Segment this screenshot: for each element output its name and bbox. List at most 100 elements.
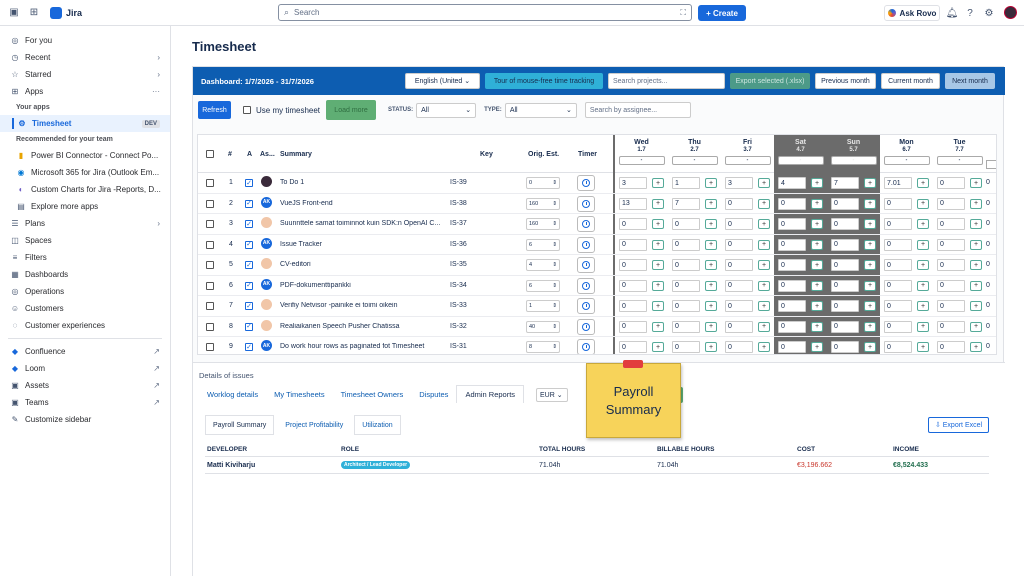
timer-button[interactable] xyxy=(577,298,595,314)
hours-input[interactable]: 0 xyxy=(884,218,912,230)
search-projects-input[interactable]: Search projects... xyxy=(608,73,725,89)
hours-input[interactable]: 13 xyxy=(619,197,647,210)
add-hours-button[interactable]: + xyxy=(705,198,717,209)
more-icon[interactable]: ··· xyxy=(152,87,160,96)
add-hours-button[interactable]: + xyxy=(970,178,982,188)
hours-input[interactable]: 0 xyxy=(884,279,912,292)
add-hours-button[interactable]: + xyxy=(705,260,717,270)
add-hours-button[interactable]: + xyxy=(705,321,717,332)
table-row[interactable]: 7 ✓ Verifiy Netvisor -painike ei toimi oik… xyxy=(198,296,996,317)
sidebar-item-plans[interactable]: ☰ Plans › xyxy=(0,215,170,232)
hours-input[interactable]: 0 xyxy=(986,322,990,330)
add-hours-button[interactable]: + xyxy=(864,219,876,229)
issue-summary[interactable]: Realiaikanen Speech Pusher Chatissa xyxy=(280,322,400,330)
add-hours-button[interactable]: + xyxy=(811,260,823,270)
add-hours-button[interactable]: + xyxy=(705,280,717,291)
add-hours-button[interactable]: + xyxy=(970,301,982,311)
hours-input[interactable]: 0 xyxy=(619,279,647,292)
orig-est-input[interactable]: 4 ⇕ xyxy=(526,259,560,271)
row-a-checkbox[interactable]: ✓ xyxy=(245,199,253,208)
hours-input[interactable]: 0 xyxy=(725,300,753,312)
sidebar-item-spaces[interactable]: ◫ Spaces xyxy=(0,232,170,249)
hours-input[interactable]: 0 xyxy=(672,341,700,353)
issue-key[interactable]: IS-32 xyxy=(450,322,467,330)
hours-input[interactable]: 3 xyxy=(725,177,753,189)
day-collapse-button[interactable]: - xyxy=(724,156,771,165)
row-a-checkbox[interactable]: ✓ xyxy=(245,261,253,269)
row-a-checkbox[interactable]: ✓ xyxy=(245,322,253,331)
issue-key[interactable]: IS-38 xyxy=(450,199,467,207)
add-hours-button[interactable]: + xyxy=(864,301,876,311)
create-button[interactable]: + Create xyxy=(698,5,746,21)
day-collapse-button[interactable]: - xyxy=(618,156,665,165)
hours-input[interactable]: 0 xyxy=(884,238,912,251)
scan-icon[interactable]: ⛶ xyxy=(680,7,686,17)
hours-input[interactable]: 0 xyxy=(672,279,700,292)
add-hours-button[interactable]: + xyxy=(970,321,982,332)
issue-key[interactable]: IS-36 xyxy=(450,240,467,248)
sidebar-item-for-you[interactable]: ◎ For you xyxy=(0,32,170,49)
hours-input[interactable]: 0 xyxy=(986,281,990,289)
sidebar-item-timesheet[interactable]: ⚙ Timesheet DEV xyxy=(0,115,170,132)
row-select-checkbox[interactable] xyxy=(206,343,214,351)
row-a-checkbox[interactable]: ✓ xyxy=(245,281,253,290)
hours-input[interactable]: 0 xyxy=(778,300,806,312)
hours-input[interactable]: 0 xyxy=(778,279,806,292)
hours-input[interactable]: 0 xyxy=(672,238,700,251)
hours-input[interactable]: 0 xyxy=(619,320,647,333)
add-hours-button[interactable]: + xyxy=(758,219,770,229)
load-more-button[interactable]: Load more xyxy=(326,100,377,120)
issue-key[interactable]: IS-33 xyxy=(450,302,467,309)
hours-input[interactable]: 0 xyxy=(778,259,806,271)
add-hours-button[interactable]: + xyxy=(705,178,717,188)
add-hours-button[interactable]: + xyxy=(652,198,664,209)
tour-button[interactable]: Tour of mouse-free time tracking xyxy=(485,73,603,89)
hours-input[interactable]: 0 xyxy=(884,320,912,333)
add-hours-button[interactable]: + xyxy=(864,198,876,209)
issue-key[interactable]: IS-35 xyxy=(450,261,467,268)
hours-input[interactable]: 0 xyxy=(619,238,647,251)
add-hours-button[interactable]: + xyxy=(917,219,929,229)
header-assignee[interactable]: As... xyxy=(260,151,275,158)
hours-input[interactable]: 1 xyxy=(672,177,700,189)
add-hours-button[interactable]: + xyxy=(917,301,929,311)
tab-my-timesheets[interactable]: My Timesheets xyxy=(274,389,325,399)
jira-logo[interactable] xyxy=(50,6,62,19)
issue-summary[interactable]: VueJS Front-end xyxy=(280,199,333,207)
day-collapse-button[interactable]: - xyxy=(777,156,824,165)
table-row[interactable]: 6 ✓ AK PDF-dokumenttipankki IS-34 6 ⇕ 0 +0 +0 +0 +0… xyxy=(198,276,996,296)
hours-input[interactable]: 0 xyxy=(884,300,912,312)
row-select-checkbox[interactable] xyxy=(206,322,214,331)
hours-input[interactable]: 0 xyxy=(937,300,965,312)
table-row[interactable]: 9 ✓ AK Do work hour rows as paginated fot T… xyxy=(198,337,996,354)
add-hours-button[interactable]: + xyxy=(705,239,717,250)
timer-button[interactable] xyxy=(577,236,595,253)
sidebar-item-customize[interactable]: ✎ Customize sidebar xyxy=(0,411,170,428)
row-select-checkbox[interactable] xyxy=(206,240,214,249)
hours-input[interactable]: 0 xyxy=(831,320,859,333)
issue-summary[interactable]: CV-editori xyxy=(280,261,311,268)
hours-input[interactable]: 0 xyxy=(937,279,965,292)
orig-est-input[interactable]: 1 ⇕ xyxy=(526,300,560,312)
add-hours-button[interactable]: + xyxy=(970,260,982,270)
hours-input[interactable]: 0 xyxy=(725,197,753,210)
hours-input[interactable]: 0 xyxy=(619,218,647,230)
orig-est-input[interactable]: 6 ⇕ xyxy=(526,238,560,251)
timer-button[interactable] xyxy=(577,318,595,335)
add-hours-button[interactable]: + xyxy=(811,198,823,209)
add-hours-button[interactable]: + xyxy=(811,219,823,229)
add-hours-button[interactable]: + xyxy=(652,280,664,291)
hours-input[interactable]: 7 xyxy=(672,197,700,210)
hours-input[interactable]: 0 xyxy=(831,279,859,292)
sidebar-item-power-bi[interactable]: ▮ Power BI Connector - Connect Po... xyxy=(0,147,170,164)
status-select[interactable]: All ⌄ xyxy=(416,102,477,118)
add-hours-button[interactable]: + xyxy=(652,260,664,270)
add-hours-button[interactable]: + xyxy=(917,239,929,250)
hours-input[interactable]: 0 xyxy=(884,341,912,353)
row-select-checkbox[interactable] xyxy=(206,302,214,310)
hours-input[interactable]: 0 xyxy=(986,179,990,186)
add-hours-button[interactable]: + xyxy=(970,239,982,250)
add-hours-button[interactable]: + xyxy=(811,239,823,250)
subtab-project-profitability[interactable]: Project Profitability xyxy=(285,421,344,429)
row-a-checkbox[interactable]: ✓ xyxy=(245,240,253,249)
